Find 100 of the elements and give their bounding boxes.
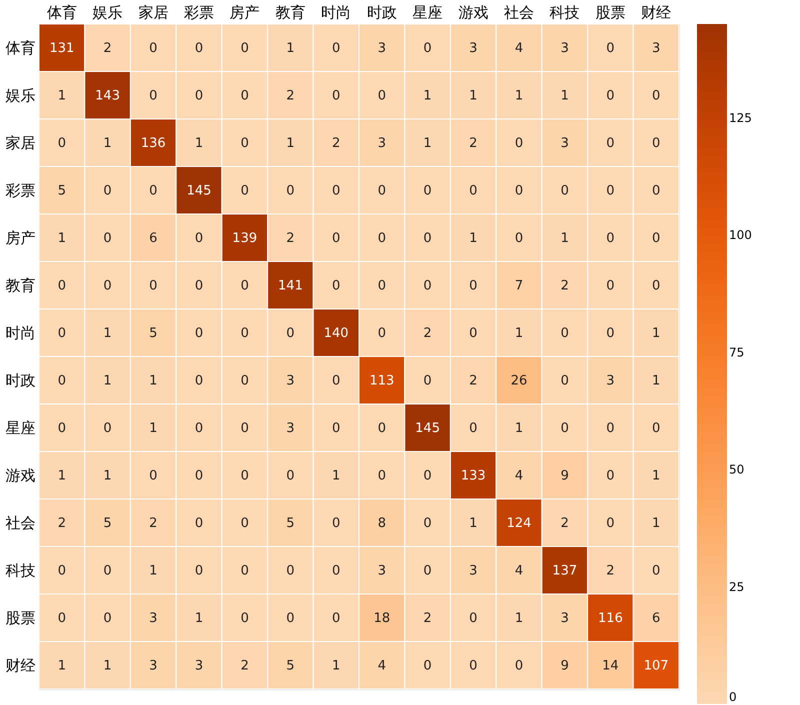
data-label: 1 bbox=[560, 230, 569, 246]
data-label: 0 bbox=[332, 373, 340, 388]
data-label: 2 bbox=[469, 373, 478, 388]
data-label: 0 bbox=[606, 278, 615, 294]
data-label: 0 bbox=[240, 183, 249, 198]
data-label: 1 bbox=[514, 420, 524, 436]
data-label: 1 bbox=[58, 468, 66, 484]
data-label: 1 bbox=[149, 373, 158, 388]
data-label: 0 bbox=[606, 136, 615, 151]
data-label: 1 bbox=[332, 468, 340, 484]
data-label: 0 bbox=[606, 88, 615, 104]
x-tick-label: 社会 bbox=[504, 4, 534, 22]
y-tick-label: 游戏 bbox=[6, 466, 36, 484]
data-label: 140 bbox=[324, 326, 349, 341]
data-label: 107 bbox=[644, 658, 669, 674]
data-label: 2 bbox=[560, 516, 569, 531]
data-label: 0 bbox=[423, 563, 432, 578]
data-label: 7 bbox=[514, 278, 524, 294]
data-label: 0 bbox=[240, 88, 249, 104]
data-label: 1 bbox=[58, 88, 66, 104]
data-label: 0 bbox=[378, 278, 386, 294]
data-label: 1 bbox=[652, 516, 660, 531]
data-label: 0 bbox=[652, 136, 660, 151]
data-label: 0 bbox=[332, 420, 340, 436]
data-label: 3 bbox=[286, 420, 295, 436]
x-tick-label: 时尚 bbox=[321, 4, 352, 22]
data-label: 0 bbox=[652, 278, 660, 294]
data-label: 1 bbox=[652, 326, 660, 341]
data-label: 0 bbox=[560, 326, 569, 341]
data-label: 1 bbox=[103, 373, 112, 388]
data-label: 3 bbox=[469, 40, 478, 56]
color-bar-label: 75 bbox=[729, 345, 744, 360]
data-label: 0 bbox=[58, 326, 66, 341]
data-label: 0 bbox=[469, 278, 478, 294]
data-label: 1 bbox=[514, 610, 524, 626]
data-label: 1 bbox=[514, 326, 524, 341]
data-label: 0 bbox=[332, 183, 340, 198]
data-label: 145 bbox=[415, 420, 440, 436]
data-label: 2 bbox=[240, 658, 249, 674]
data-label: 0 bbox=[103, 230, 112, 246]
data-label: 133 bbox=[460, 468, 486, 484]
data-label: 1 bbox=[286, 136, 295, 151]
y-tick-label: 家居 bbox=[6, 134, 36, 152]
y-tick-label: 社会 bbox=[6, 514, 36, 532]
data-label: 2 bbox=[149, 516, 158, 531]
data-label: 1 bbox=[103, 468, 112, 484]
data-label: 1 bbox=[103, 658, 112, 674]
data-label: 9 bbox=[560, 658, 569, 674]
data-label: 0 bbox=[378, 468, 386, 484]
data-label: 0 bbox=[332, 88, 340, 104]
data-label: 5 bbox=[286, 658, 295, 674]
data-label: 1 bbox=[469, 230, 478, 246]
x-tick-label: 星座 bbox=[412, 4, 443, 22]
data-label: 3 bbox=[652, 40, 660, 56]
data-label: 139 bbox=[232, 230, 258, 246]
data-label: 3 bbox=[149, 658, 158, 674]
data-label: 0 bbox=[514, 136, 524, 151]
data-label: 0 bbox=[58, 278, 66, 294]
data-label: 1 bbox=[58, 230, 66, 246]
data-label: 0 bbox=[652, 420, 660, 436]
data-label: 0 bbox=[194, 516, 204, 531]
data-label: 2 bbox=[103, 40, 112, 56]
data-label: 137 bbox=[552, 563, 578, 578]
y-tick-label: 时尚 bbox=[6, 324, 36, 342]
data-label: 0 bbox=[286, 610, 295, 626]
data-label: 0 bbox=[194, 230, 204, 246]
y-tick-label: 科技 bbox=[6, 561, 36, 580]
data-label: 0 bbox=[194, 326, 204, 341]
data-label: 0 bbox=[378, 88, 386, 104]
data-label: 2 bbox=[469, 136, 478, 151]
data-label: 0 bbox=[58, 563, 66, 578]
data-label: 4 bbox=[514, 563, 524, 578]
data-label: 4 bbox=[378, 658, 386, 674]
data-label: 0 bbox=[332, 230, 340, 246]
data-label: 0 bbox=[103, 420, 112, 436]
data-label: 3 bbox=[469, 563, 478, 578]
y-tick-label: 星座 bbox=[6, 418, 36, 437]
data-label: 5 bbox=[103, 516, 112, 531]
x-tick-label: 游戏 bbox=[458, 4, 488, 22]
data-label: 0 bbox=[514, 183, 524, 198]
data-label: 0 bbox=[240, 420, 249, 436]
color-bar-label: 125 bbox=[729, 110, 752, 125]
color-bar-label: 25 bbox=[729, 580, 744, 594]
data-label: 2 bbox=[423, 326, 432, 341]
data-label: 3 bbox=[149, 610, 158, 626]
data-label: 0 bbox=[606, 230, 615, 246]
data-label: 0 bbox=[514, 230, 524, 246]
y-tick-label: 娱乐 bbox=[6, 86, 36, 104]
y-tick-label: 房产 bbox=[6, 228, 36, 247]
data-label: 141 bbox=[278, 278, 303, 294]
data-label: 6 bbox=[652, 610, 660, 626]
data-label: 0 bbox=[194, 88, 204, 104]
data-label: 0 bbox=[469, 326, 478, 341]
data-label: 0 bbox=[286, 183, 295, 198]
data-label: 8 bbox=[378, 516, 386, 531]
data-label: 0 bbox=[652, 183, 660, 198]
data-label: 0 bbox=[58, 373, 66, 388]
color-bar-label: 100 bbox=[729, 228, 752, 242]
data-label: 0 bbox=[240, 326, 249, 341]
data-label: 2 bbox=[58, 516, 66, 531]
